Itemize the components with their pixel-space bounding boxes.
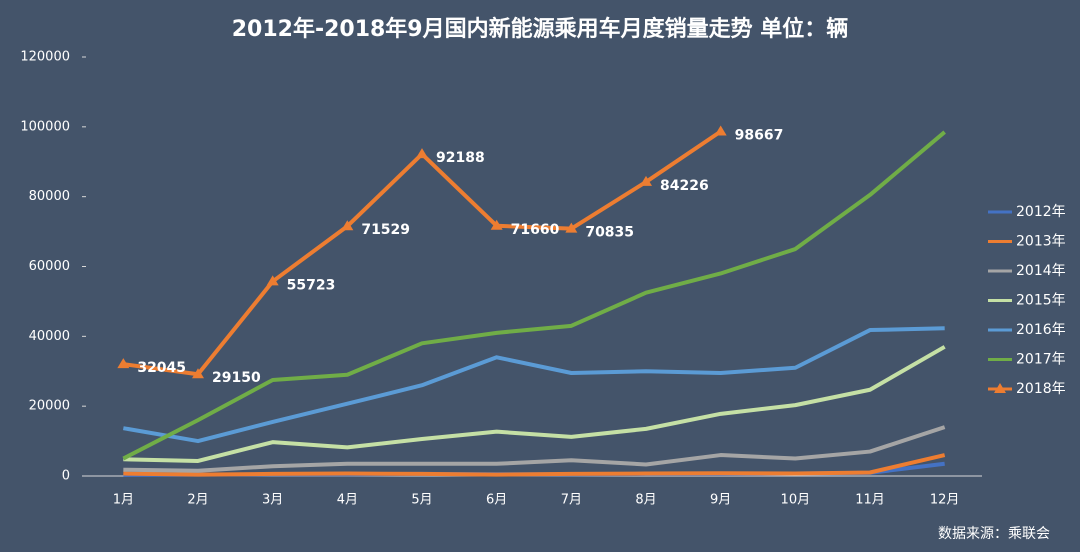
legend-label: 2014年 — [1016, 263, 1066, 279]
x-tick-label: 3月 — [262, 493, 283, 508]
x-tick-label: 9月 — [710, 493, 731, 508]
x-tick-label: 1月 — [113, 493, 134, 508]
point-marker — [192, 368, 204, 379]
x-tick-label: 7月 — [561, 493, 582, 508]
data-label: 71529 — [361, 222, 410, 238]
series-line — [123, 345, 946, 463]
y-tick-label: 100000 — [20, 119, 70, 134]
series-line — [123, 425, 946, 473]
point-marker — [714, 125, 727, 136]
data-label: 98667 — [735, 127, 784, 143]
point-marker — [416, 148, 428, 159]
point-marker — [117, 358, 130, 369]
y-tick-label: 20000 — [29, 399, 70, 414]
point-marker — [341, 220, 354, 231]
data-label: 84226 — [660, 178, 709, 194]
legend-label: 2017年 — [1016, 352, 1066, 368]
y-tick-label: 120000 — [20, 50, 70, 65]
series-line — [123, 129, 722, 377]
y-tick-label: 0 — [62, 469, 70, 484]
data-label: 71660 — [511, 222, 560, 238]
y-tick-label: 80000 — [29, 189, 70, 204]
data-label: 70835 — [585, 225, 634, 241]
x-tick-label: 2月 — [187, 493, 208, 508]
legend-label: 2015年 — [1016, 293, 1066, 309]
data-label: 29150 — [212, 370, 261, 386]
point-marker — [640, 175, 652, 186]
y-tick-label: 40000 — [29, 329, 70, 344]
data-label: 32045 — [137, 360, 186, 376]
chart-title: 2012年-2018年9月国内新能源乘用车月度销量走势 单位：辆 — [232, 16, 849, 42]
x-tick-label: 12月 — [930, 493, 960, 508]
series-line — [122, 130, 946, 461]
x-tick-label: 10月 — [781, 493, 811, 508]
x-tick-label: 4月 — [337, 493, 358, 508]
data-label: 55723 — [287, 277, 336, 293]
source: 数据来源：乘联会 — [938, 526, 1050, 542]
data-label: 92188 — [436, 150, 485, 166]
legend-marker — [994, 383, 1006, 393]
legend-label: 2018年 — [1016, 381, 1066, 397]
x-tick-label: 6月 — [486, 493, 507, 508]
legend-label: 2013年 — [1016, 234, 1066, 250]
series-line — [122, 326, 945, 444]
y-tick-label: 60000 — [29, 259, 70, 274]
series-line — [123, 453, 946, 477]
point-marker — [266, 275, 279, 286]
point-marker — [490, 219, 503, 230]
x-tick-label: 8月 — [635, 493, 656, 508]
x-tick-label: 11月 — [855, 493, 885, 508]
point-marker — [565, 222, 578, 233]
legend-label: 2012年 — [1016, 204, 1066, 220]
legend-label: 2016年 — [1016, 322, 1066, 338]
x-tick-label: 5月 — [411, 493, 432, 508]
